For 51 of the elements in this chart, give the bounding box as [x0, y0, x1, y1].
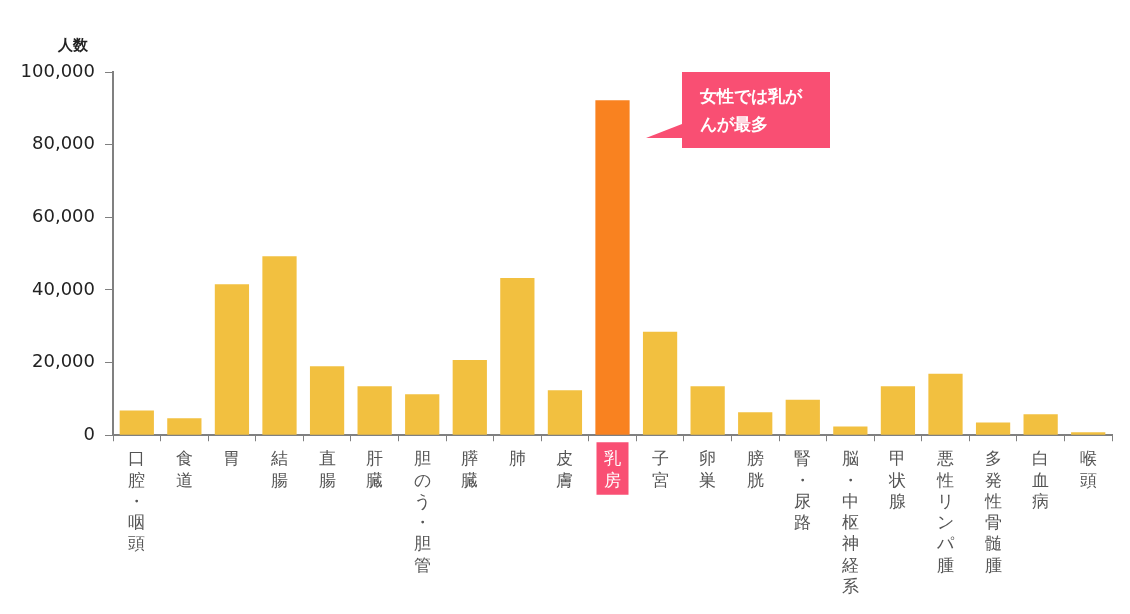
bar	[119, 410, 154, 435]
bar	[880, 386, 916, 435]
x-tick-label: 脳・中枢神経系	[840, 448, 859, 596]
x-tick-label: 結腸	[270, 448, 288, 490]
bar	[500, 277, 535, 435]
bar	[405, 394, 440, 435]
bar	[642, 331, 678, 435]
y-axis-title: 人数	[57, 36, 89, 55]
y-tick-label: 80,000	[32, 132, 95, 154]
bar	[785, 399, 820, 435]
bar	[452, 360, 487, 435]
bar	[309, 366, 345, 435]
x-tick-label: 皮膚	[556, 448, 574, 490]
x-tick-label: 子宮	[651, 448, 669, 490]
y-tick-label: 60,000	[32, 204, 95, 226]
bar	[928, 373, 963, 435]
bar	[1023, 414, 1058, 435]
x-tick-label: 肝臓	[366, 448, 384, 490]
x-tick-label: 多発性骨髄腫	[983, 448, 1002, 575]
y-tick-label: 40,000	[32, 277, 95, 299]
x-tick-label: 口腔・咽頭	[128, 448, 146, 554]
bar	[690, 386, 725, 435]
x-tick-label: 膵臓	[461, 448, 479, 490]
x-tick-label: 白血病	[1032, 448, 1050, 511]
bar	[975, 422, 1011, 435]
bar	[547, 390, 583, 435]
x-tick-label: 悪性リンパ腫	[936, 448, 955, 575]
bar	[833, 426, 868, 435]
bar	[595, 100, 630, 435]
y-tick-label: 20,000	[32, 350, 95, 372]
x-tick-label: 直腸	[318, 448, 336, 490]
x-tick-label: 腎・尿路	[794, 448, 812, 533]
bar	[1071, 432, 1106, 435]
x-tick-label: 甲状腺	[888, 448, 907, 511]
bar	[262, 256, 297, 435]
annotation: 女性では乳がんが最多	[682, 72, 830, 148]
bar	[738, 412, 773, 435]
bar	[357, 386, 392, 435]
bar	[167, 418, 202, 435]
x-tick-label: 肺	[508, 448, 526, 469]
y-tick-label: 100,000	[20, 59, 95, 81]
bar	[214, 284, 250, 435]
x-tick-label: 胆のう・胆管	[413, 448, 431, 575]
x-tick-label: 卵巣	[699, 448, 717, 490]
y-tick-label: 0	[83, 422, 95, 444]
x-tick-label: 乳房	[604, 448, 621, 490]
x-tick-label: 喉頭	[1079, 448, 1097, 490]
x-tick-label: 膀胱	[746, 448, 764, 490]
x-tick-label: 食道	[175, 448, 193, 490]
x-tick-label: 胃	[223, 448, 241, 469]
callout: 女性では乳がんが最多	[646, 72, 830, 148]
